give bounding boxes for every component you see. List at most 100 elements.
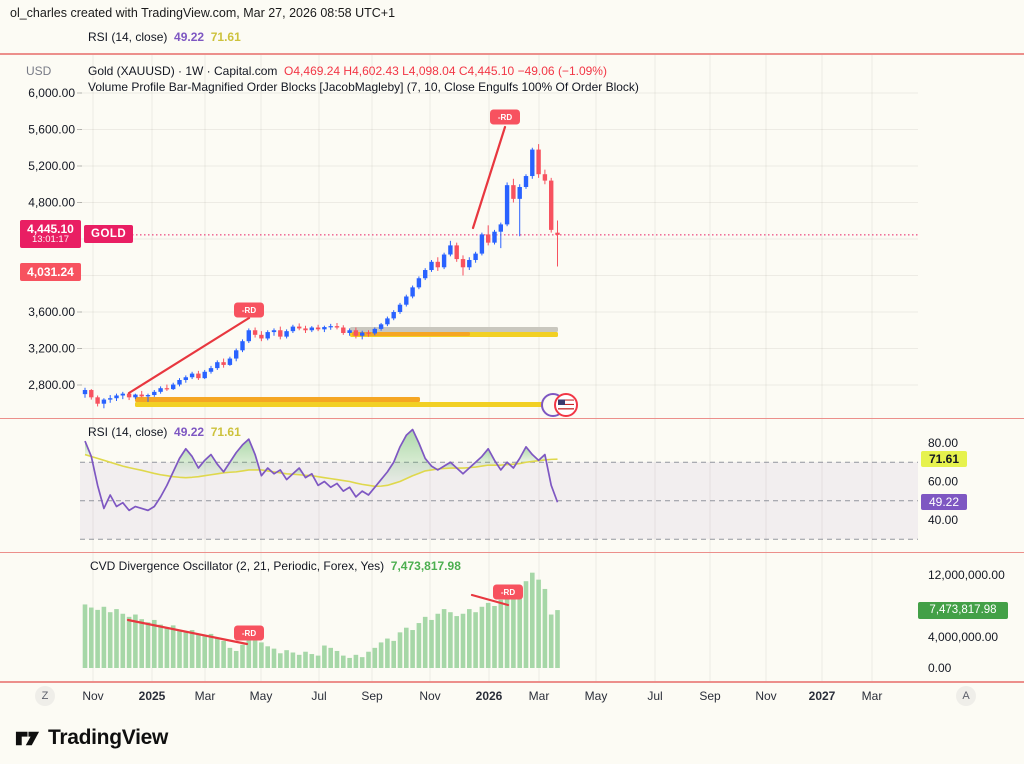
candle[interactable] bbox=[259, 334, 264, 339]
candle[interactable] bbox=[404, 296, 409, 305]
cvd-bar[interactable] bbox=[227, 647, 233, 668]
candle[interactable] bbox=[95, 397, 100, 404]
candle[interactable] bbox=[309, 327, 314, 331]
cvd-legend[interactable]: CVD Divergence Oscillator (2, 21, Period… bbox=[90, 559, 461, 573]
cvd-bar[interactable] bbox=[170, 625, 176, 668]
candle[interactable] bbox=[486, 234, 491, 243]
candle[interactable] bbox=[492, 231, 497, 243]
rsi-top-legend[interactable]: RSI (14, close) 49.22 71.61 bbox=[88, 30, 241, 44]
cvd-bar[interactable] bbox=[372, 647, 378, 668]
currency-label[interactable]: USD bbox=[26, 64, 52, 78]
cvd-trendline[interactable] bbox=[126, 618, 249, 646]
cvd-bar[interactable] bbox=[391, 640, 396, 668]
cvd-bar[interactable] bbox=[183, 632, 189, 668]
time-axis[interactable]: Z A Nov 2025 Mar May Jul Sep Nov 2026 Mar May Jul S… bbox=[0, 682, 1024, 712]
cvd-bar[interactable] bbox=[555, 610, 560, 668]
cvd-bar[interactable] bbox=[177, 630, 182, 668]
cvd-bar[interactable] bbox=[397, 632, 403, 668]
candle[interactable] bbox=[145, 395, 151, 397]
cvd-bar[interactable] bbox=[460, 613, 466, 668]
candle[interactable] bbox=[183, 377, 188, 380]
candle[interactable] bbox=[360, 332, 365, 336]
cvd-trendline[interactable] bbox=[470, 593, 510, 607]
cvd-bar[interactable] bbox=[145, 622, 151, 668]
cvd-bar[interactable] bbox=[548, 614, 554, 668]
cvd-bar[interactable] bbox=[385, 638, 390, 668]
cvd-bar[interactable] bbox=[296, 654, 302, 668]
cvd-bar[interactable] bbox=[410, 630, 415, 668]
candle[interactable] bbox=[202, 371, 207, 379]
candle[interactable] bbox=[479, 234, 485, 254]
candle[interactable] bbox=[114, 395, 119, 399]
order-block-band[interactable] bbox=[352, 332, 470, 336]
indicator-title[interactable]: Volume Profile Bar-Magnified Order Block… bbox=[88, 80, 639, 94]
tradingview-logo-icon[interactable] bbox=[14, 725, 41, 752]
cvd-bar[interactable] bbox=[82, 604, 88, 668]
order-block-band[interactable] bbox=[135, 402, 558, 407]
cvd-bar[interactable] bbox=[322, 645, 327, 668]
candle[interactable] bbox=[385, 318, 390, 325]
order-block-band[interactable] bbox=[350, 327, 558, 332]
rsi-line[interactable] bbox=[84, 428, 559, 512]
cvd-bar[interactable] bbox=[448, 612, 453, 668]
cvd-bar[interactable] bbox=[152, 619, 157, 668]
cvd-bar[interactable] bbox=[95, 609, 100, 668]
candle[interactable] bbox=[196, 373, 201, 379]
candle[interactable] bbox=[227, 358, 233, 365]
cvd-bar[interactable] bbox=[208, 633, 214, 668]
candle[interactable] bbox=[429, 261, 434, 271]
cvd-bar[interactable] bbox=[164, 627, 170, 668]
candle[interactable] bbox=[473, 253, 478, 260]
candle[interactable] bbox=[498, 224, 503, 232]
candle[interactable] bbox=[441, 254, 447, 268]
candle[interactable] bbox=[378, 324, 384, 329]
indicator-legend[interactable]: Volume Profile Bar-Magnified Order Block… bbox=[88, 80, 639, 94]
cvd-bar[interactable] bbox=[139, 619, 144, 668]
cvd-bar[interactable] bbox=[416, 623, 422, 668]
candle[interactable] bbox=[126, 393, 132, 398]
cvd-bar[interactable] bbox=[252, 637, 258, 668]
candle[interactable] bbox=[341, 327, 346, 333]
cvd-bar[interactable] bbox=[265, 646, 270, 668]
cvd-bar[interactable] bbox=[517, 592, 522, 668]
pane-divider-cvd[interactable] bbox=[0, 551, 1024, 553]
cvd-bar[interactable] bbox=[221, 640, 226, 668]
cvd-bar[interactable] bbox=[542, 588, 548, 668]
rsi-pane[interactable]: 80.00 60.00 40.00 bbox=[0, 418, 1024, 552]
cvd-bar[interactable] bbox=[309, 654, 315, 668]
cvd-bar[interactable] bbox=[467, 609, 472, 668]
candle[interactable] bbox=[448, 245, 453, 255]
cvd-bar[interactable] bbox=[504, 595, 510, 668]
candle[interactable] bbox=[334, 326, 340, 328]
candle[interactable] bbox=[504, 185, 510, 225]
candle[interactable] bbox=[208, 368, 214, 372]
candle[interactable] bbox=[347, 330, 352, 333]
candle[interactable] bbox=[290, 326, 296, 332]
cvd-bar[interactable] bbox=[441, 609, 447, 668]
cvd-bar[interactable] bbox=[429, 619, 434, 668]
rsi-legend-title[interactable]: RSI (14, close) bbox=[88, 425, 168, 439]
candle[interactable] bbox=[397, 304, 403, 312]
candle[interactable] bbox=[353, 330, 359, 336]
cvd-bar[interactable] bbox=[341, 655, 346, 668]
candle[interactable] bbox=[240, 341, 245, 351]
candle[interactable] bbox=[89, 390, 94, 398]
cvd-bar[interactable] bbox=[303, 651, 308, 668]
rd-annotation-badge[interactable]: -RD bbox=[234, 625, 264, 641]
cvd-bar[interactable] bbox=[215, 637, 220, 668]
rd-annotation-badge[interactable]: -RD bbox=[493, 584, 523, 600]
cvd-bar[interactable] bbox=[435, 613, 441, 668]
cvd-bar[interactable] bbox=[454, 616, 459, 668]
candle[interactable] bbox=[171, 384, 176, 390]
cvd-bar[interactable] bbox=[133, 614, 138, 668]
cvd-bar[interactable] bbox=[120, 613, 126, 668]
auto-scale-button[interactable]: A bbox=[956, 686, 976, 706]
candle[interactable] bbox=[391, 312, 396, 319]
cvd-bar[interactable] bbox=[378, 642, 384, 668]
cvd-bar[interactable] bbox=[353, 654, 359, 668]
cvd-bar[interactable] bbox=[290, 652, 296, 669]
cvd-bar[interactable] bbox=[422, 616, 428, 668]
cvd-bar[interactable] bbox=[259, 642, 264, 668]
trendline[interactable] bbox=[127, 316, 251, 395]
candle[interactable] bbox=[252, 330, 258, 335]
